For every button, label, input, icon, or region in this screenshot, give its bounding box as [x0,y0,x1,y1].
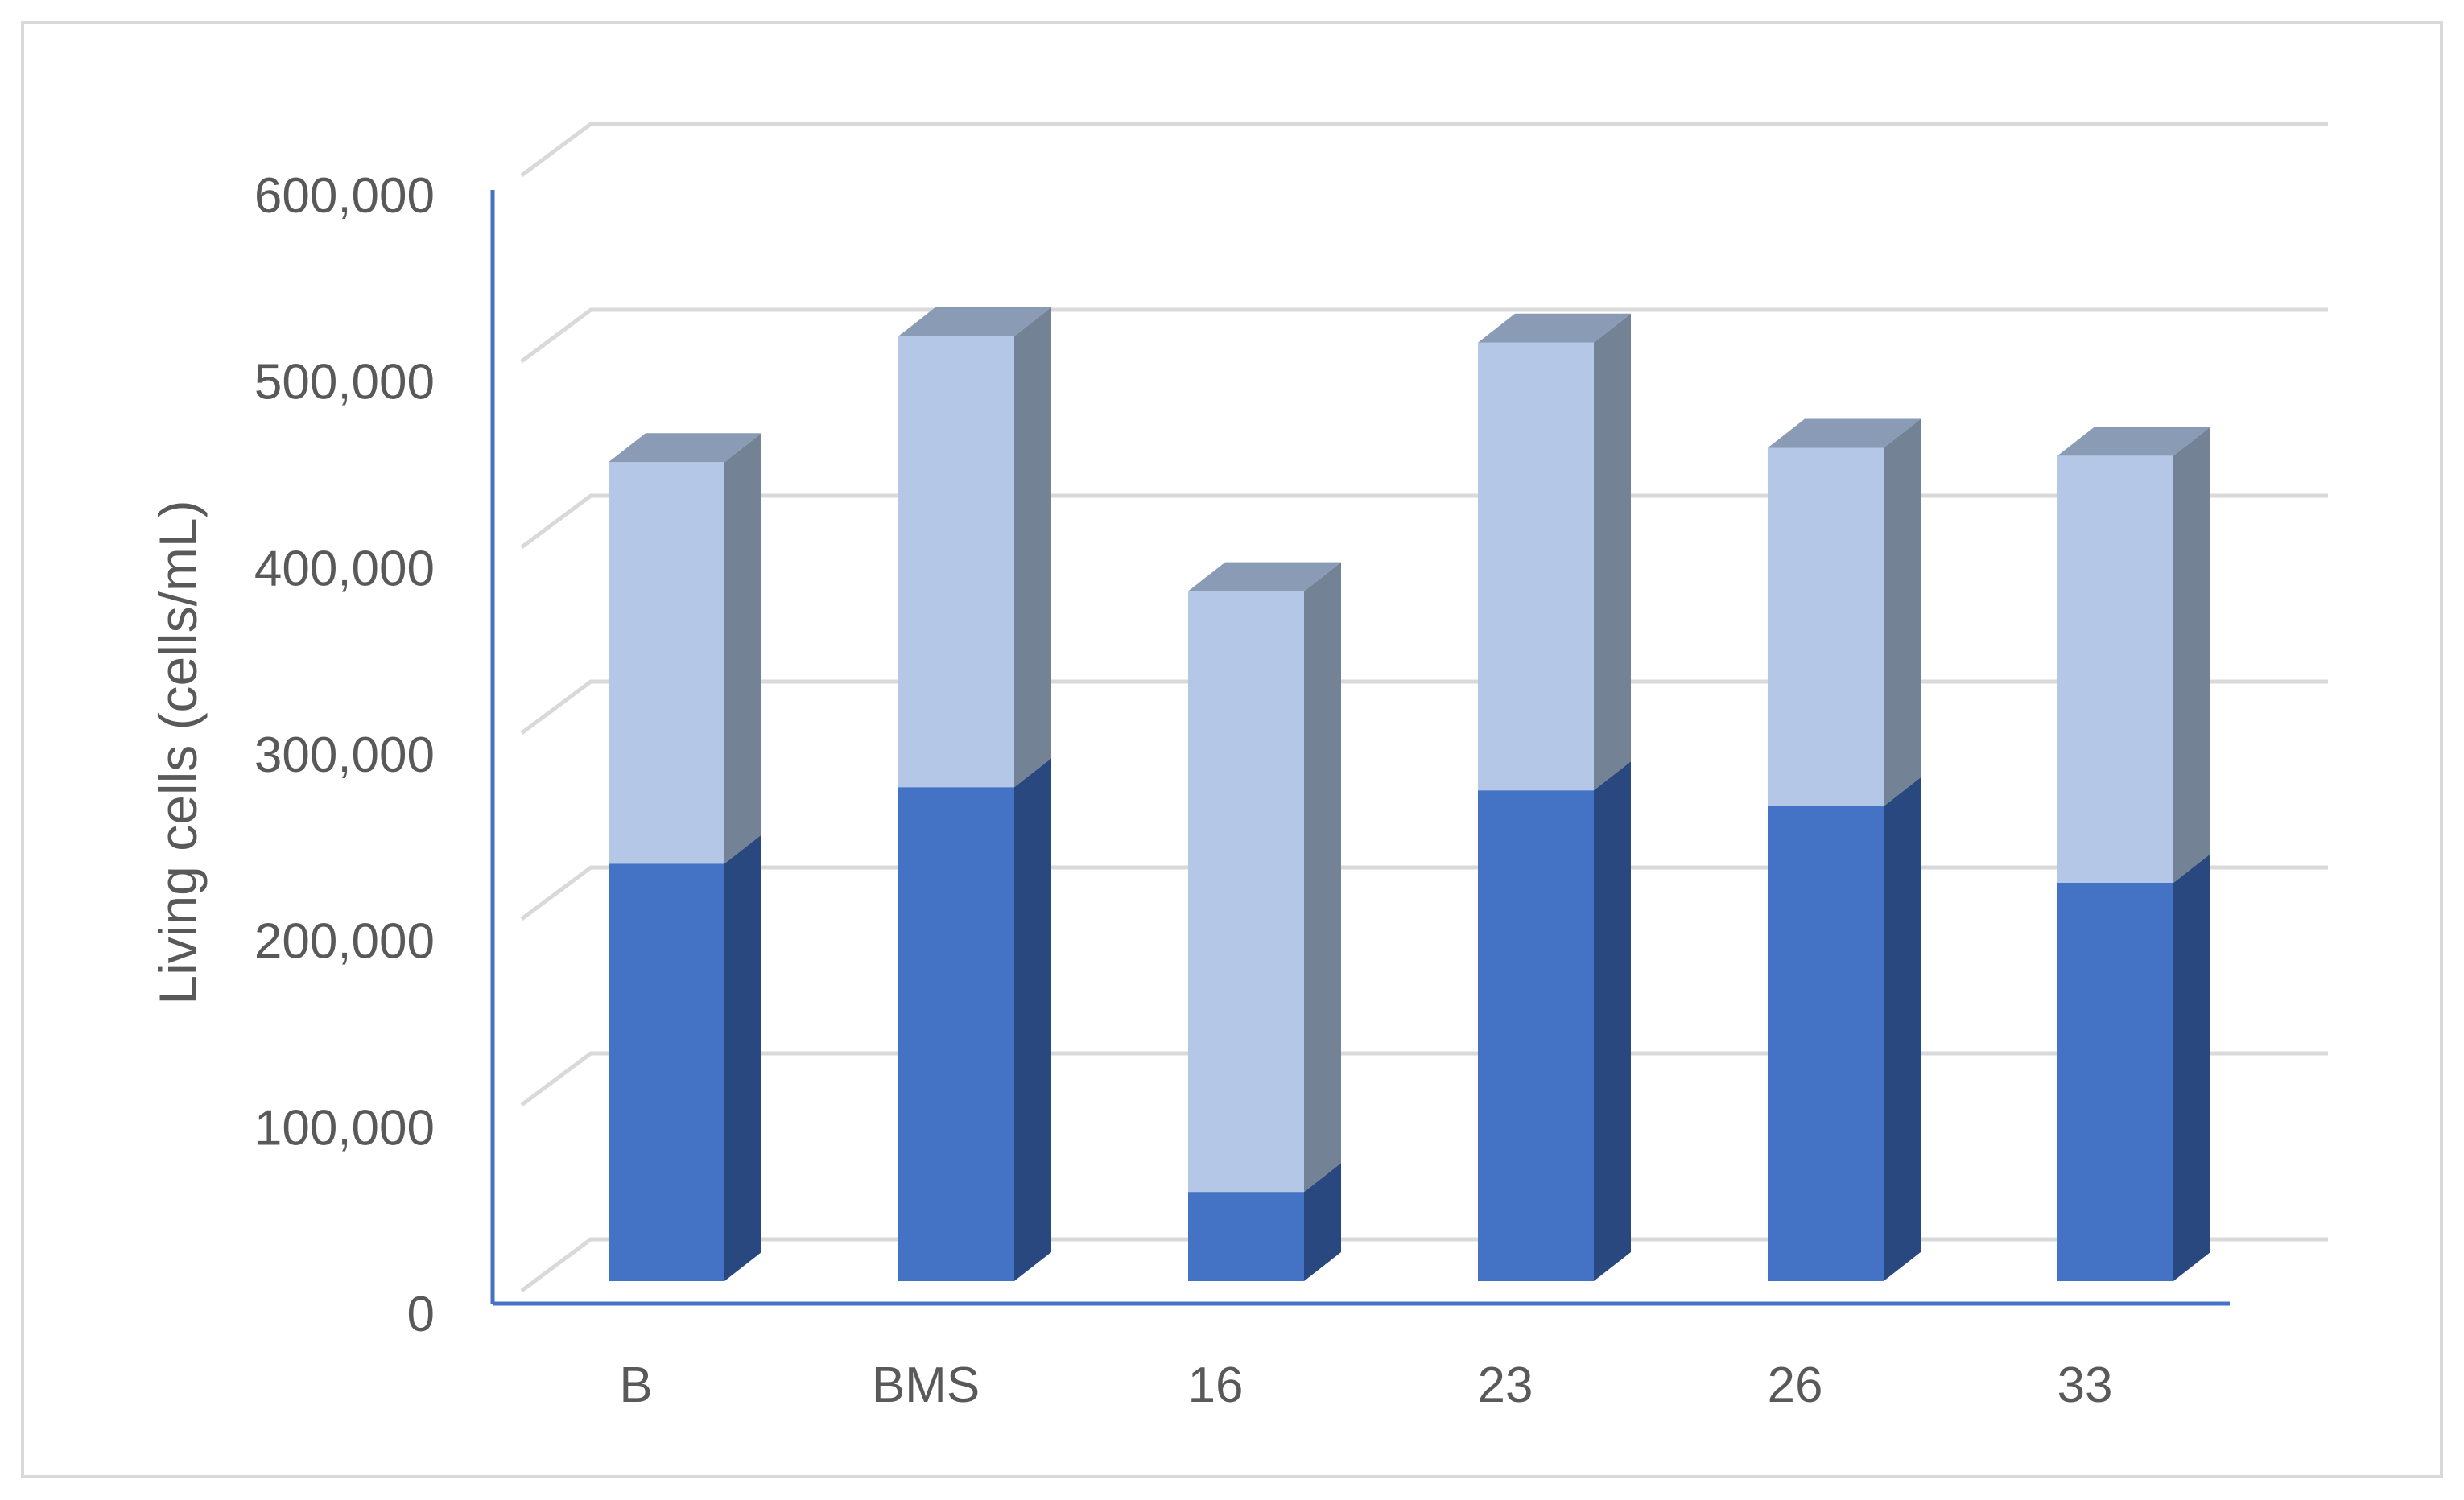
bar-segment-side [1014,307,1051,788]
y-tick-label: 500,000 [254,355,435,410]
y-tick-labels: 0 100,000 200,000 300,000 400,000 500,000 600,… [254,168,435,1342]
x-tick-labels: B BMS 16 23 26 33 [619,1358,2112,1413]
x-tick-label: 33 [2057,1358,2113,1413]
y-tick-label: 0 [407,1287,435,1342]
bar-segment-front [898,787,1014,1281]
bar-top [609,433,761,463]
bar-segment-front [2057,455,2173,883]
bars [609,307,2210,1281]
bar-segment-side [724,834,761,1281]
bar-segment-front [898,336,1014,788]
gridline [520,493,2328,550]
bar-top [1188,562,1341,591]
gridline [520,1051,2328,1107]
bar-segment-front [1188,1192,1304,1281]
x-tick-label: 23 [1478,1358,1533,1413]
bar-segment-side [1594,313,1631,791]
x-tick-label: 26 [1768,1358,1823,1413]
x-tick-label: BMS [872,1358,980,1413]
y-tick-label: 100,000 [254,1100,435,1156]
bar-segment-side [1014,758,1051,1281]
bar-segment-front [1478,790,1594,1281]
gridlines [520,122,2328,1293]
bar-segment-front [609,462,724,864]
y-tick-label: 400,000 [254,541,435,596]
bar-segment-front [1188,591,1304,1193]
gridline [520,1237,2328,1293]
bar-segment-side [1594,761,1631,1281]
x-tick-label: B [619,1358,652,1413]
y-tick-label: 300,000 [254,727,435,783]
gridline [520,865,2328,921]
axes [490,190,2230,1306]
y-tick-label: 200,000 [254,914,435,970]
bar-segment-side [1884,418,1921,806]
bar-segment-side [724,433,761,864]
bar-segment-front [1768,447,1884,806]
bar-top [898,307,1051,336]
bar-top [2057,427,2210,456]
y-tick-label: 600,000 [254,168,435,224]
bar-top [1478,313,1631,343]
bar-segment-side [2173,427,2210,883]
bar-segment-front [1768,806,1884,1281]
x-tick-label: 16 [1188,1358,1244,1413]
gridline [520,679,2328,736]
gridline [520,307,2328,364]
bar-segment-side [2173,854,2210,1281]
gridline [520,122,2328,178]
bar-segment-front [609,863,724,1281]
bar-segment-side [1304,1163,1341,1281]
bar-top [1768,418,1921,448]
bar-segment-side [1304,562,1341,1193]
bar-segment-side [1884,777,1921,1281]
y-axis-label: Living cells (cells/mL) [148,500,208,1004]
bar-segment-front [1478,342,1594,791]
bar-segment-front [2057,883,2173,1281]
